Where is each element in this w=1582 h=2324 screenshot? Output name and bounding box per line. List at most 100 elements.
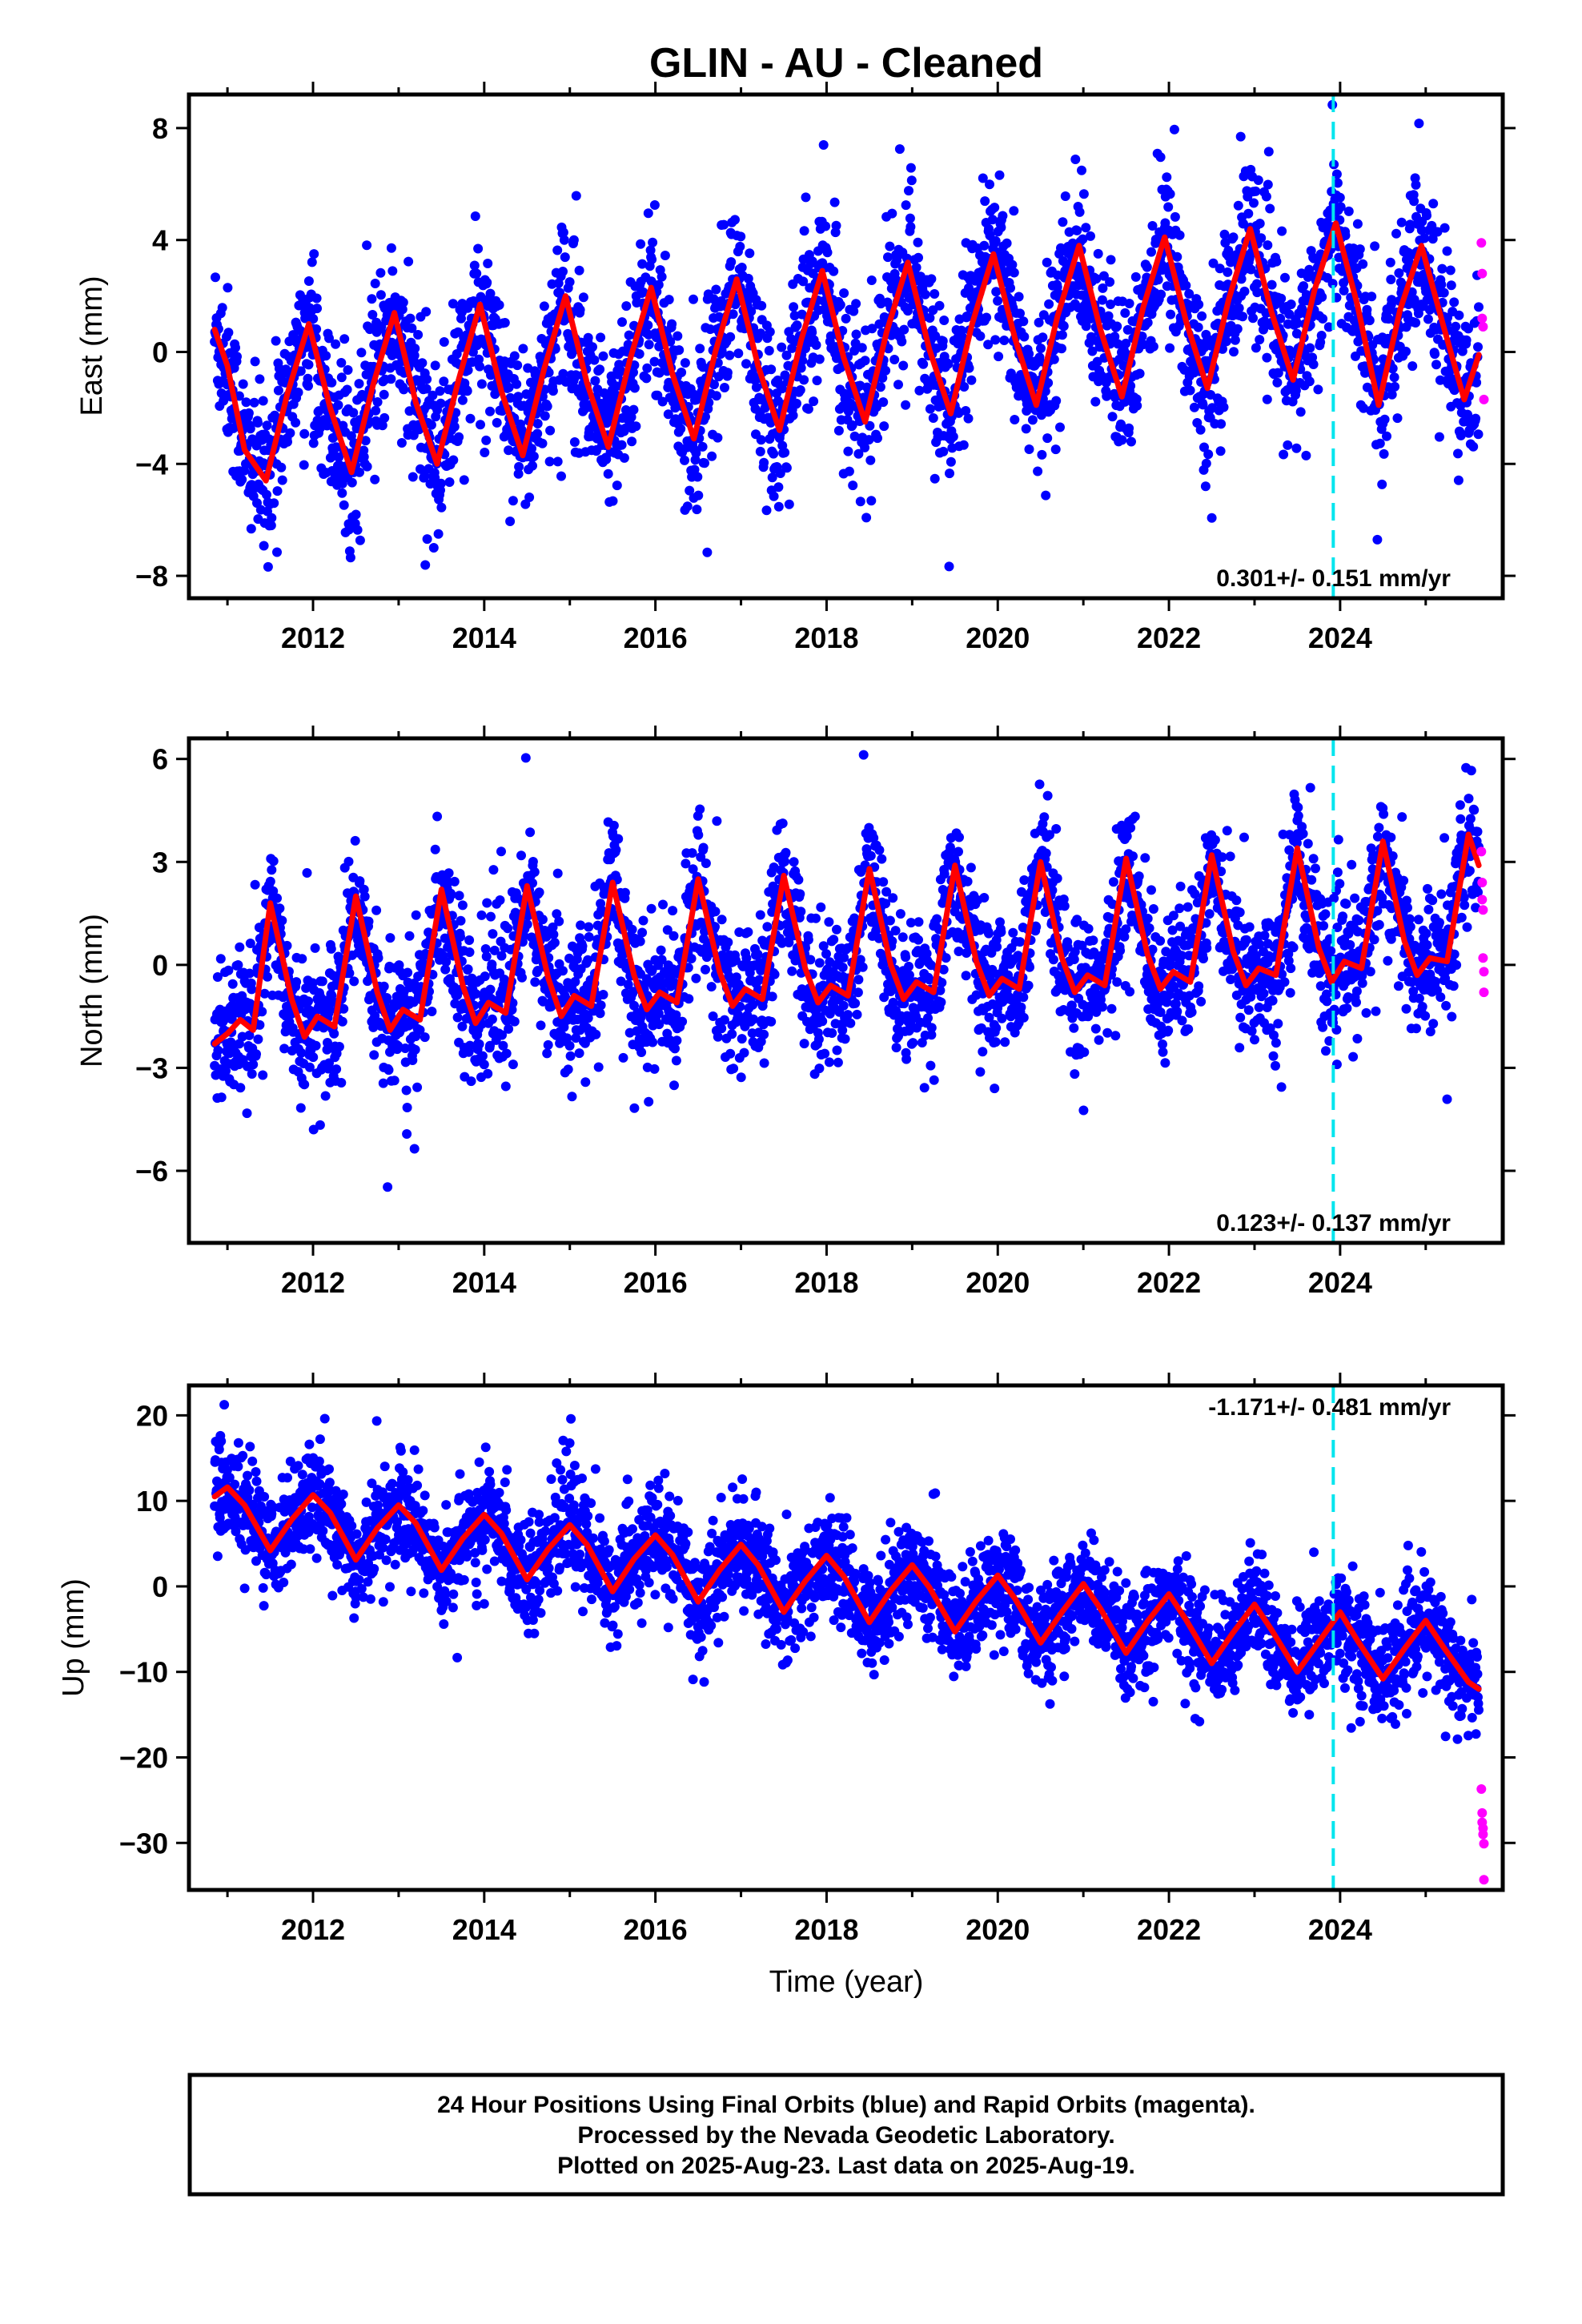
final-orbit-point xyxy=(421,384,432,394)
final-orbit-point xyxy=(759,1029,769,1039)
final-orbit-point xyxy=(672,1035,682,1046)
final-orbit-point xyxy=(560,376,571,387)
final-orbit-point xyxy=(628,404,639,415)
final-orbit-point xyxy=(355,535,365,545)
final-orbit-point xyxy=(701,964,710,975)
final-orbit-point xyxy=(517,972,527,983)
final-orbit-point xyxy=(509,1016,520,1027)
final-orbit-point xyxy=(722,368,733,378)
final-orbit-point xyxy=(302,868,312,878)
final-orbit-point xyxy=(543,1039,553,1050)
final-orbit-point xyxy=(427,1007,437,1016)
final-orbit-point xyxy=(1251,186,1261,196)
final-orbit-point xyxy=(588,342,597,352)
final-orbit-point xyxy=(420,471,430,480)
final-orbit-point xyxy=(1019,332,1030,342)
final-orbit-point xyxy=(268,856,279,866)
final-orbit-point xyxy=(398,297,408,308)
final-orbit-point xyxy=(331,339,341,349)
final-orbit-point xyxy=(901,200,911,211)
final-orbit-point xyxy=(307,257,317,267)
final-orbit-point xyxy=(548,929,559,939)
final-orbit-point xyxy=(464,947,475,957)
final-orbit-point xyxy=(1169,124,1179,135)
final-orbit-point xyxy=(925,404,935,414)
final-orbit-point xyxy=(404,931,415,941)
rapid-orbit-point xyxy=(1478,322,1488,332)
final-orbit-point xyxy=(408,472,418,482)
final-orbit-point xyxy=(1308,360,1319,369)
final-orbit-point xyxy=(401,1085,412,1096)
final-orbit-point xyxy=(385,933,396,943)
final-orbit-point xyxy=(975,331,986,341)
final-orbit-point xyxy=(552,456,563,467)
final-orbit-point xyxy=(334,1042,344,1051)
final-orbit-point xyxy=(1263,240,1273,251)
final-orbit-point xyxy=(237,474,247,485)
final-orbit-point xyxy=(773,501,784,512)
final-orbit-point xyxy=(829,266,839,276)
final-orbit-point xyxy=(362,240,372,251)
final-orbit-point xyxy=(618,1052,628,1063)
final-orbit-point xyxy=(508,1059,518,1070)
final-orbit-point xyxy=(729,1063,739,1074)
final-orbit-point xyxy=(638,915,648,926)
x-tick-label: 2016 xyxy=(624,621,688,654)
final-orbit-point xyxy=(684,994,694,1004)
final-orbit-point xyxy=(660,251,670,260)
final-orbit-point xyxy=(1181,280,1191,291)
final-orbit-point xyxy=(389,1076,400,1086)
final-orbit-point xyxy=(767,472,777,483)
final-orbit-point xyxy=(1396,217,1407,227)
final-orbit-point xyxy=(795,385,805,395)
final-orbit-point xyxy=(534,887,544,898)
final-orbit-point xyxy=(583,332,593,343)
final-orbit-point xyxy=(735,241,745,251)
final-orbit-point xyxy=(375,290,386,300)
final-orbit-point xyxy=(1074,207,1085,217)
final-orbit-point xyxy=(1058,321,1069,332)
final-orbit-point xyxy=(695,344,705,354)
final-orbit-point xyxy=(711,391,721,401)
final-orbit-point xyxy=(803,935,813,945)
final-orbit-point xyxy=(457,900,468,911)
final-orbit-point xyxy=(811,913,821,923)
final-orbit-point xyxy=(1390,381,1400,392)
final-orbit-point xyxy=(485,984,496,995)
final-orbit-point xyxy=(1318,314,1328,324)
final-orbit-point xyxy=(403,967,413,978)
final-orbit-point xyxy=(503,923,513,934)
final-orbit-point xyxy=(643,320,653,331)
final-orbit-point xyxy=(345,553,355,563)
final-orbit-point xyxy=(528,460,537,471)
final-orbit-point xyxy=(308,314,319,324)
final-orbit-point xyxy=(801,192,811,203)
final-orbit-point xyxy=(449,876,460,887)
final-orbit-point xyxy=(1422,211,1431,221)
final-orbit-point xyxy=(577,941,588,951)
final-orbit-point xyxy=(1058,217,1068,227)
final-orbit-point xyxy=(743,927,753,937)
final-orbit-point xyxy=(1248,313,1258,324)
final-orbit-point xyxy=(769,491,779,501)
final-orbit-point xyxy=(656,945,666,955)
final-orbit-point xyxy=(320,1091,331,1101)
final-orbit-point xyxy=(841,313,851,324)
final-orbit-point xyxy=(558,267,568,276)
final-orbit-point xyxy=(273,385,283,396)
final-orbit-point xyxy=(1283,440,1293,450)
final-orbit-point xyxy=(851,329,861,340)
final-orbit-point xyxy=(691,973,701,983)
final-orbit-point xyxy=(851,299,861,309)
final-orbit-point xyxy=(818,140,829,150)
final-orbit-point xyxy=(371,405,381,416)
final-orbit-point xyxy=(1411,179,1421,190)
final-orbit-point xyxy=(1343,206,1354,216)
final-orbit-point xyxy=(276,462,287,472)
final-orbit-point xyxy=(299,460,309,470)
final-orbit-point xyxy=(712,816,722,826)
final-orbit-point xyxy=(898,360,909,371)
final-orbit-point xyxy=(631,421,641,432)
final-orbit-point xyxy=(649,200,660,210)
